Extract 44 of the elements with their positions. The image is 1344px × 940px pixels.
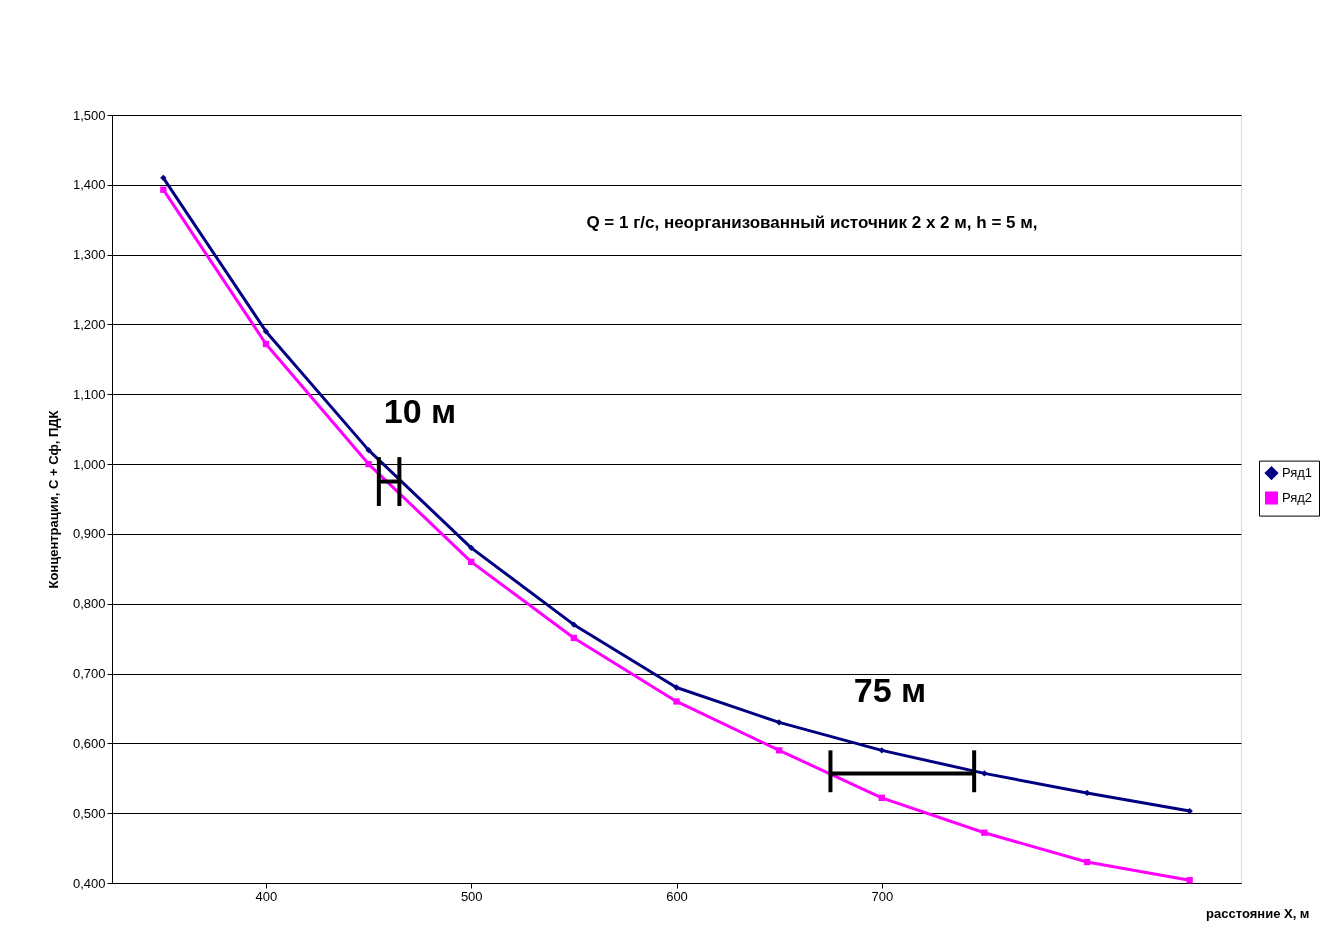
point bbox=[160, 186, 167, 193]
legend-label: Ряд1 bbox=[1282, 465, 1313, 481]
point bbox=[1186, 877, 1193, 884]
x-tick-label: 600 bbox=[666, 888, 688, 904]
x-tick-label: 400 bbox=[255, 888, 278, 904]
x-tick-label: 700 bbox=[871, 888, 894, 904]
point bbox=[160, 174, 167, 181]
point bbox=[468, 558, 475, 565]
y-tick-label: 0,600 bbox=[72, 735, 106, 751]
y-tick-label: 0,900 bbox=[72, 526, 106, 542]
point bbox=[365, 446, 372, 454]
point bbox=[1083, 858, 1091, 866]
point bbox=[468, 544, 475, 552]
point bbox=[365, 460, 372, 468]
annotation: 10 м bbox=[383, 392, 457, 430]
y-axis-title: Концентрации, С + Сф, ПДК bbox=[45, 410, 61, 589]
point bbox=[570, 634, 578, 642]
y-tick-label: 1,000 bbox=[72, 456, 106, 472]
point bbox=[570, 621, 578, 628]
y-tick-label: 0,500 bbox=[72, 805, 106, 821]
x-tick-label: 500 bbox=[460, 888, 483, 904]
point bbox=[981, 829, 988, 836]
point bbox=[878, 794, 885, 801]
y-tick-label: 0,400 bbox=[72, 875, 106, 891]
y-tick-label: 0,800 bbox=[72, 596, 106, 612]
y-tick-label: 0,700 bbox=[72, 666, 106, 682]
point bbox=[1186, 807, 1193, 815]
x-axis-title: расстояние X, м bbox=[1206, 905, 1310, 921]
point bbox=[981, 770, 988, 777]
point bbox=[262, 340, 270, 348]
y-tick-label: 1,400 bbox=[72, 177, 106, 193]
y-tick-label: 1,300 bbox=[72, 247, 106, 263]
point bbox=[878, 747, 885, 754]
annotation: Q = 1 г/с, неорганизованный источник 2 х 2 м, h = 5 м, bbox=[586, 213, 1038, 232]
annotation: 75 м bbox=[853, 671, 927, 709]
point bbox=[775, 719, 783, 726]
y-tick-label: 1,500 bbox=[72, 107, 106, 123]
point bbox=[673, 684, 680, 691]
point bbox=[673, 698, 680, 705]
legend-label: Ряд2 bbox=[1282, 490, 1313, 506]
point bbox=[262, 328, 270, 335]
point bbox=[775, 747, 783, 754]
y-tick-label: 1,200 bbox=[72, 316, 106, 332]
y-tick-label: 1,100 bbox=[72, 386, 106, 402]
